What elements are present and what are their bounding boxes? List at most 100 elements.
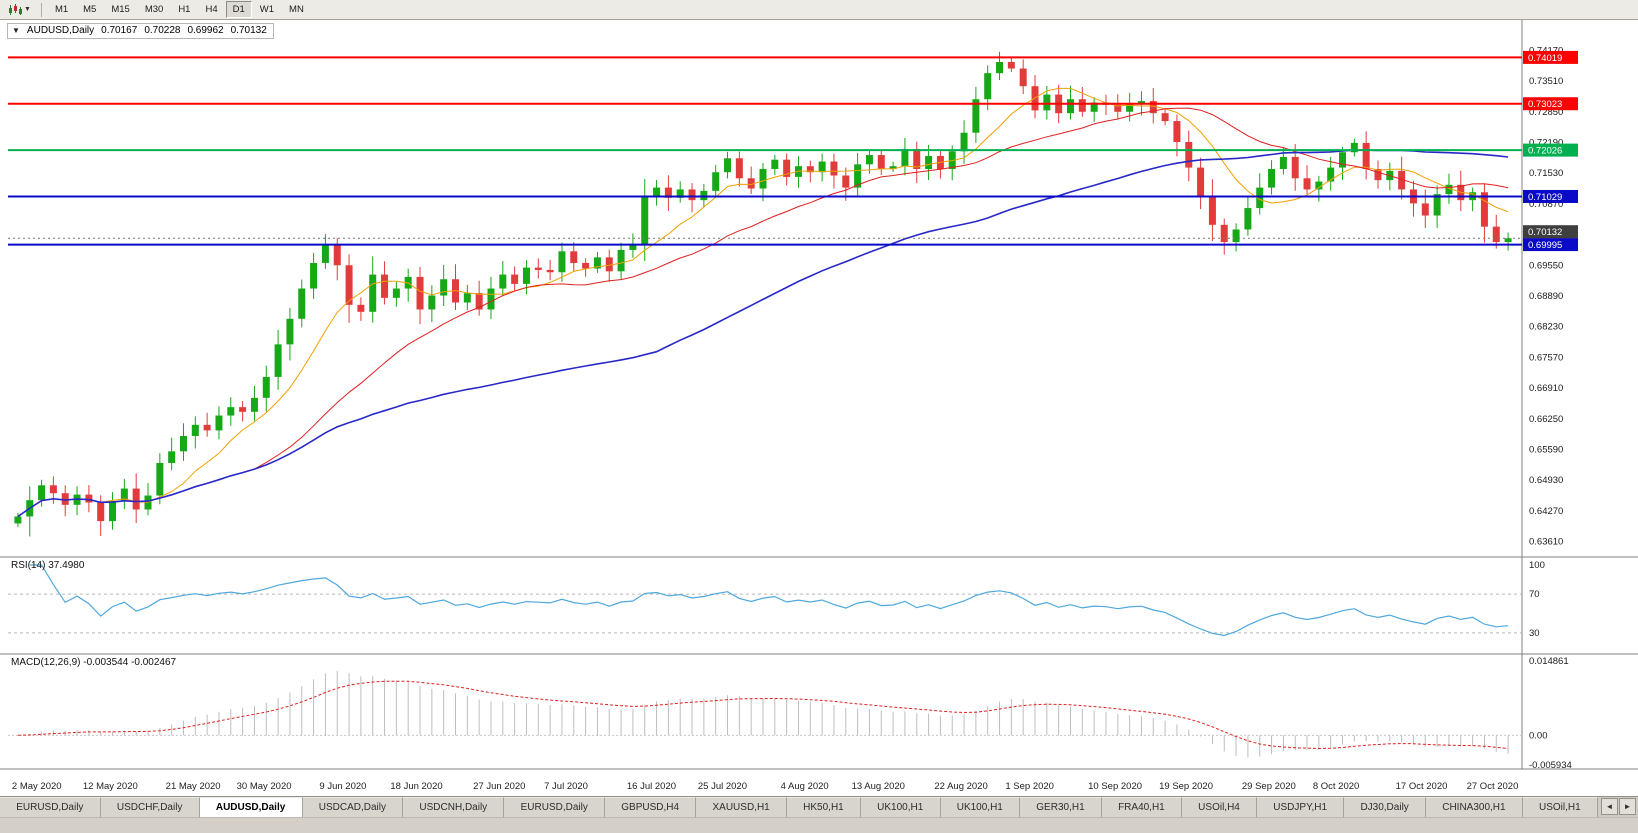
candle-body bbox=[1398, 170, 1406, 190]
candle-body bbox=[925, 155, 933, 169]
chart-tab-usoil-h1[interactable]: USOil,H1 bbox=[1522, 797, 1598, 817]
chart-tab-usdchf-daily[interactable]: USDCHF,Daily bbox=[100, 797, 200, 817]
macd-axis-label: 0.00 bbox=[1529, 730, 1548, 741]
timeframe-button-m1[interactable]: M1 bbox=[54, 3, 69, 15]
price-axis-label: 0.65590 bbox=[1529, 444, 1563, 455]
level-price-tag-text: 0.74019 bbox=[1528, 53, 1562, 64]
candle-body bbox=[321, 244, 329, 263]
timeframe-button-d1[interactable]: D1 bbox=[225, 0, 252, 19]
candle-body bbox=[132, 488, 140, 510]
candle-body bbox=[546, 269, 554, 273]
candle-body bbox=[735, 158, 743, 179]
collapse-icon[interactable]: ▼ bbox=[12, 26, 20, 35]
ohlc-high: 0.70228 bbox=[144, 25, 181, 36]
candle-body bbox=[310, 262, 318, 289]
candle-body bbox=[191, 424, 199, 436]
chart-tab-usoil-h4[interactable]: USOil,H4 bbox=[1181, 797, 1258, 817]
chart-type-button[interactable]: ▼ bbox=[4, 2, 35, 18]
candle-body bbox=[463, 293, 471, 303]
price-axis-label: 0.74170 bbox=[1529, 45, 1563, 56]
candle-body bbox=[381, 274, 389, 298]
chart-tab-fra40-h1[interactable]: FRA40,H1 bbox=[1101, 797, 1182, 817]
level-price-tag bbox=[1523, 238, 1578, 252]
candle-body bbox=[499, 274, 507, 289]
candle-body bbox=[877, 155, 885, 169]
chart-tab-eurusd-daily[interactable]: EURUSD,Daily bbox=[504, 797, 606, 817]
chart-canvas[interactable]: 0.74170 0.73510 0.72850 0.72190 0.71530 0.708… bbox=[0, 20, 1638, 796]
candle-body bbox=[972, 99, 980, 133]
candle-body bbox=[984, 73, 992, 100]
chart-tab-hk50-h1[interactable]: HK50,H1 bbox=[786, 797, 861, 817]
rsi-axis-label: 70 bbox=[1529, 589, 1540, 600]
candle-body bbox=[298, 288, 306, 319]
price-axis-label: 0.63610 bbox=[1529, 537, 1563, 548]
candle-body bbox=[712, 172, 720, 191]
chart-tab-dj30-daily[interactable]: DJ30,Daily bbox=[1344, 797, 1427, 817]
tab-scroll-left-button[interactable]: ◄ bbox=[1601, 798, 1618, 815]
candle-body bbox=[747, 178, 755, 189]
chart-tab-xauusd-h1[interactable]: XAUUSD,H1 bbox=[696, 797, 787, 817]
candle-body bbox=[996, 62, 1004, 74]
price-axis-label: 0.72850 bbox=[1529, 107, 1563, 118]
timeframe-button-mn[interactable]: MN bbox=[289, 3, 304, 15]
candle-body bbox=[1244, 208, 1252, 230]
timeframe-button-m30[interactable]: M30 bbox=[144, 3, 164, 15]
candle-body bbox=[333, 244, 341, 266]
tab-scroll-buttons: ◄ ► bbox=[1601, 798, 1636, 815]
candle-body bbox=[440, 279, 448, 296]
candle-body bbox=[1350, 142, 1358, 153]
candle-body bbox=[522, 267, 530, 284]
status-bar bbox=[0, 817, 1638, 833]
candle-body bbox=[1268, 168, 1276, 188]
macd-axis-label: -0.005934 bbox=[1529, 760, 1572, 771]
candle-body bbox=[168, 451, 176, 463]
timeframe-button-m15[interactable]: M15 bbox=[111, 3, 130, 15]
candle-body bbox=[1492, 226, 1500, 243]
chart-tab-usdjpy-h1[interactable]: USDJPY,H1 bbox=[1257, 797, 1345, 817]
price-axis-label: 0.66910 bbox=[1529, 383, 1563, 394]
timeframe-button-h4[interactable]: H4 bbox=[205, 3, 218, 15]
timeframe-button-m5[interactable]: M5 bbox=[83, 3, 97, 15]
date-axis-label: 4 Aug 2020 bbox=[781, 781, 829, 792]
chart-tab-uk100-h1[interactable]: UK100,H1 bbox=[860, 797, 941, 817]
candle-body bbox=[120, 488, 128, 502]
chart-type-dropdown-caret-icon[interactable]: ▼ bbox=[24, 6, 31, 13]
level-price-tag-text: 0.72026 bbox=[1528, 146, 1562, 157]
chart-tab-china300-h1[interactable]: CHINA300,H1 bbox=[1426, 797, 1523, 817]
date-axis-label: 16 Jul 2020 bbox=[627, 781, 676, 792]
date-axis-label: 29 Sep 2020 bbox=[1242, 781, 1296, 792]
date-axis-label: 21 May 2020 bbox=[166, 781, 221, 792]
date-axis-label: 7 Jul 2020 bbox=[544, 781, 588, 792]
level-price-tag-text: 0.71029 bbox=[1528, 192, 1562, 203]
candle-body bbox=[416, 276, 424, 310]
chart-tab-ger30-h1[interactable]: GER30,H1 bbox=[1020, 797, 1102, 817]
timeframe-button-h1[interactable]: H1 bbox=[178, 3, 191, 15]
tab-scroll-right-button[interactable]: ► bbox=[1619, 798, 1636, 815]
chart-tab-gbpusd-h4[interactable]: GBPUSD,H4 bbox=[605, 797, 697, 817]
chart-tabs-bar: EURUSD,Daily USDCHF,Daily AUDUSD,Daily USDC… bbox=[0, 796, 1638, 817]
candle-body bbox=[1421, 203, 1429, 216]
candle-body bbox=[593, 257, 601, 269]
level-price-tag bbox=[1523, 97, 1578, 111]
chart-tab-audusd-daily[interactable]: AUDUSD,Daily bbox=[199, 797, 303, 817]
current-price-tag bbox=[1523, 225, 1578, 239]
candle-body bbox=[759, 168, 767, 189]
candle-body bbox=[617, 249, 625, 272]
timeframe-button-w1[interactable]: W1 bbox=[259, 3, 275, 15]
candle-body bbox=[49, 485, 57, 494]
chart-tab-eurusd-daily[interactable]: EURUSD,Daily bbox=[0, 797, 101, 817]
candle-body bbox=[1149, 101, 1157, 114]
chart-tab-usdcad-daily[interactable]: USDCAD,Daily bbox=[302, 797, 404, 817]
candle-body bbox=[1173, 121, 1181, 143]
candle-body bbox=[960, 132, 968, 152]
ohlc-open: 0.70167 bbox=[101, 25, 138, 36]
candle-body bbox=[1185, 142, 1193, 168]
timeframe-button-group: M1 M5 M15 M30 H1 H4 D1 W1 MN bbox=[48, 0, 311, 19]
chart-tab-uk100-h1[interactable]: UK100,H1 bbox=[940, 797, 1021, 817]
candle-body bbox=[842, 175, 850, 188]
candle-body bbox=[582, 262, 590, 269]
chart-tab-usdcnh-daily[interactable]: USDCNH,Daily bbox=[403, 797, 505, 817]
candle-body bbox=[901, 148, 909, 167]
candle-body bbox=[109, 501, 117, 522]
